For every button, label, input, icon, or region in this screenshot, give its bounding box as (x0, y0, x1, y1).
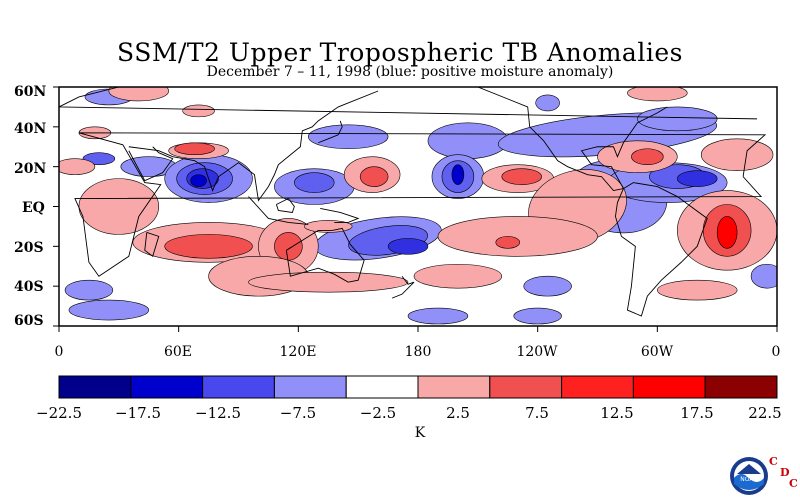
anomaly-contour (513, 307, 562, 325)
lon-label-0: 0 (54, 344, 64, 360)
coastline (391, 275, 415, 299)
colorbar-swatch (202, 375, 275, 399)
anomaly-contour (294, 172, 335, 193)
anomaly-contour (59, 158, 96, 175)
anomaly-contour (535, 94, 560, 112)
anomaly-contour (182, 104, 215, 118)
colorbar-label: −7.5 (279, 404, 317, 422)
anomaly-contour (413, 263, 503, 289)
anomaly-contour (68, 299, 150, 321)
noaa-logo: NOAA (730, 457, 768, 495)
lon-label-60w: 60W (640, 344, 674, 360)
colorbar-label: 12.5 (600, 404, 634, 422)
anomaly-contour (750, 263, 777, 289)
anomaly-contour (274, 232, 303, 261)
lon-label-180: 180 (404, 344, 432, 360)
coastline (128, 146, 174, 182)
lat-label-20n: 20N (14, 161, 47, 177)
colorbar-label: −2.5 (359, 404, 397, 422)
coastline (318, 120, 343, 144)
cdc-letter: C (769, 455, 778, 468)
anomaly-contour (427, 122, 509, 159)
coastline (614, 182, 708, 317)
colorbar-swatch (58, 375, 132, 399)
lon-label-0-east: 0 (771, 344, 781, 360)
colorbar-label: 22.5 (748, 404, 782, 422)
coastlines (59, 87, 767, 317)
svg-text:NOAA: NOAA (740, 476, 758, 483)
coastline (248, 196, 309, 225)
colorbar-swatch (632, 375, 706, 399)
lat-label-eq: EQ (22, 200, 45, 216)
coastline (59, 87, 758, 120)
anomaly-contour (700, 138, 774, 171)
colorbar-label: 7.5 (525, 404, 549, 422)
anomaly-contour (631, 148, 664, 165)
cdc-letter: C (789, 477, 798, 490)
anomaly-contour (437, 216, 598, 257)
colorbar-label: 2.5 (446, 404, 470, 422)
anomaly-contour (304, 220, 353, 233)
anomaly-contour (248, 271, 409, 293)
anomaly-contour (359, 166, 389, 187)
lat-label-60n: 60N (14, 84, 47, 100)
anomaly-contour (451, 164, 465, 185)
anomaly-contour (676, 170, 718, 187)
colorbar-swatch (561, 375, 634, 399)
anomaly-contour (108, 87, 169, 102)
coastline (320, 208, 360, 223)
anomaly-contour (523, 275, 572, 297)
anomaly-contour (64, 279, 114, 301)
colorbar-swatch (704, 375, 778, 399)
map-title: SSM/T2 Upper Tropospheric TB Anomalies (117, 38, 683, 67)
coastline (275, 197, 295, 213)
anomaly-contour (627, 87, 688, 102)
lat-label-20s: 20S (14, 240, 44, 256)
colorbar-unit: K (414, 425, 426, 441)
colorbar-label: −12.5 (195, 404, 241, 422)
colorbar-swatch (417, 375, 491, 399)
colorbar-label: −17.5 (115, 404, 161, 422)
colorbar-swatch (130, 375, 204, 399)
anomaly-contour (78, 178, 160, 235)
coastline (144, 231, 160, 258)
colorbar-swatch (345, 375, 419, 399)
anomaly-contour (164, 234, 253, 259)
map-subtitle: December 7 – 11, 1998 (blue: positive mo… (206, 64, 614, 80)
coastline (285, 227, 365, 283)
colorbar-label: 17.5 (680, 404, 714, 422)
lon-label-120w: 120W (516, 344, 558, 360)
lat-label-40s: 40S (14, 279, 44, 295)
anomaly-contour (637, 106, 718, 132)
lon-label-120e: 120E (279, 344, 317, 360)
anomaly-contour (174, 142, 215, 156)
lon-label-60e: 60E (163, 344, 193, 360)
anomaly-contour (716, 216, 738, 249)
coastline (128, 90, 379, 202)
colorbar-swatch (273, 375, 347, 399)
anomaly-contour (495, 236, 521, 249)
anomaly-contour (657, 279, 738, 301)
colorbar-label: −22.5 (36, 404, 82, 422)
anomaly-contour (501, 168, 542, 185)
anomaly-contour (407, 307, 469, 325)
coastline (74, 132, 767, 277)
colorbar-swatch (489, 375, 563, 399)
axis-ticks (53, 86, 778, 332)
lat-label-40n: 40N (14, 121, 47, 137)
lat-label-60s: 60S (14, 313, 44, 329)
anomaly-contour (387, 238, 429, 255)
colorbar (58, 375, 778, 399)
anomaly-contour (308, 124, 389, 150)
cdc-letter: D (780, 466, 790, 479)
anomaly-contour (190, 174, 207, 187)
